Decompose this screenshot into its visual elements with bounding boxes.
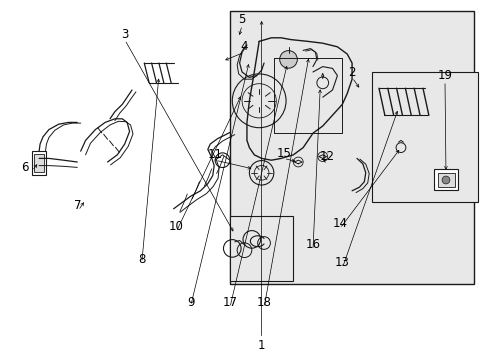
Bar [34,154,44,172]
Text: 10: 10 [168,220,183,233]
Text: 5: 5 [238,13,245,26]
Text: 2: 2 [347,66,355,78]
Text: 17: 17 [222,296,237,309]
Bar [229,11,473,284]
Text: 11: 11 [207,148,222,161]
Circle shape [441,176,449,184]
Text: 18: 18 [256,296,271,309]
Text: 3: 3 [121,28,128,41]
Bar [32,151,46,175]
Circle shape [279,51,297,68]
Text: 13: 13 [334,256,349,269]
Text: 14: 14 [332,217,346,230]
Text: 9: 9 [186,296,194,309]
Text: 7: 7 [74,199,82,212]
Text: 6: 6 [20,161,28,174]
Bar [433,169,457,190]
Bar [229,216,293,281]
Text: 8: 8 [138,253,145,266]
Bar [371,72,477,202]
Text: 12: 12 [320,150,334,163]
Text: 19: 19 [437,69,451,82]
Bar [437,173,454,187]
Text: 16: 16 [305,238,320,251]
Text: 1: 1 [257,339,265,352]
Text: 15: 15 [276,147,290,159]
Text: 4: 4 [240,40,248,53]
